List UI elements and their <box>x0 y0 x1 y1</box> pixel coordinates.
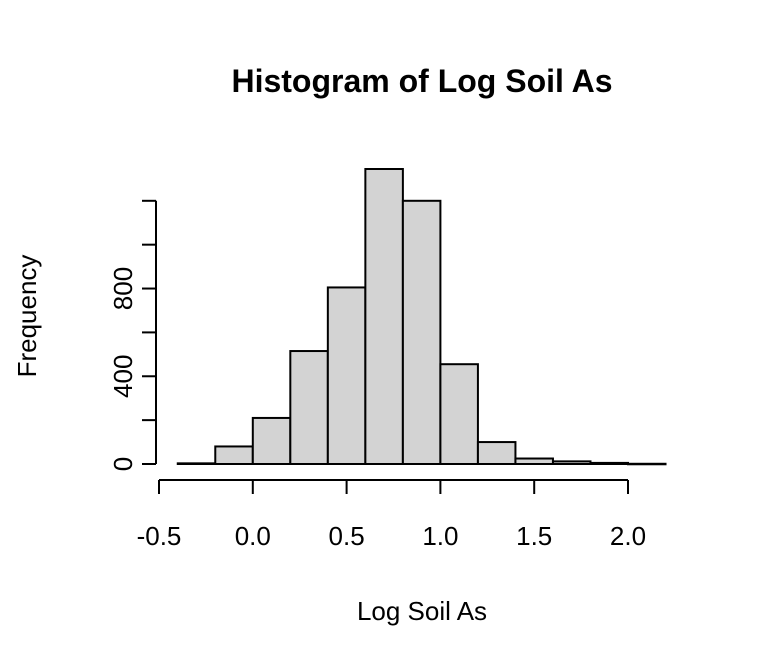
histogram-bar <box>401 199 442 465</box>
x-tick-label: 2.0 <box>610 521 646 551</box>
x-axis-label: Log Soil As <box>357 596 487 626</box>
histogram-bar <box>364 168 404 465</box>
bars-group <box>176 168 667 466</box>
y-tick-label: 400 <box>108 355 138 398</box>
x-tick-label: -0.5 <box>137 521 182 551</box>
y-tick-label: 0 <box>108 457 138 471</box>
histogram-bar <box>476 441 517 466</box>
chart-title: Histogram of Log Soil As <box>231 63 612 99</box>
x-tick-label: 0.0 <box>235 521 271 551</box>
histogram-bar <box>439 363 479 466</box>
histogram-bar <box>251 416 292 465</box>
x-tick-label: 1.5 <box>516 521 552 551</box>
x-axis: -0.5 0.0 0.5 1.0 1.5 2.0 <box>137 479 646 551</box>
y-axis: 0 400 800 <box>108 199 157 471</box>
x-tick-label: 1.0 <box>422 521 458 551</box>
histogram-bar <box>214 445 254 465</box>
histogram-bar <box>326 286 367 465</box>
x-tick-label: 0.5 <box>329 521 365 551</box>
histogram-bar <box>289 350 329 466</box>
y-axis-label: Frequency <box>12 255 42 378</box>
y-tick-label: 800 <box>108 267 138 310</box>
